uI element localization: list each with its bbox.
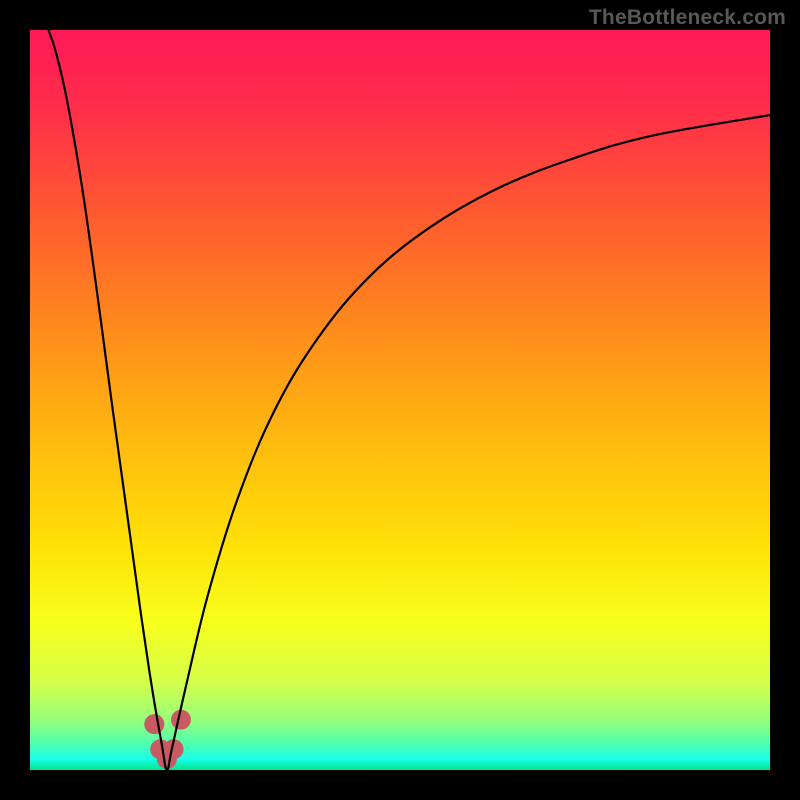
- curve-marker: [144, 714, 164, 734]
- gradient-background: [30, 30, 770, 770]
- plot-svg: [30, 30, 770, 770]
- plot-area: [30, 30, 770, 770]
- watermark-text: TheBottleneck.com: [589, 6, 786, 30]
- chart-frame: TheBottleneck.com: [0, 0, 800, 800]
